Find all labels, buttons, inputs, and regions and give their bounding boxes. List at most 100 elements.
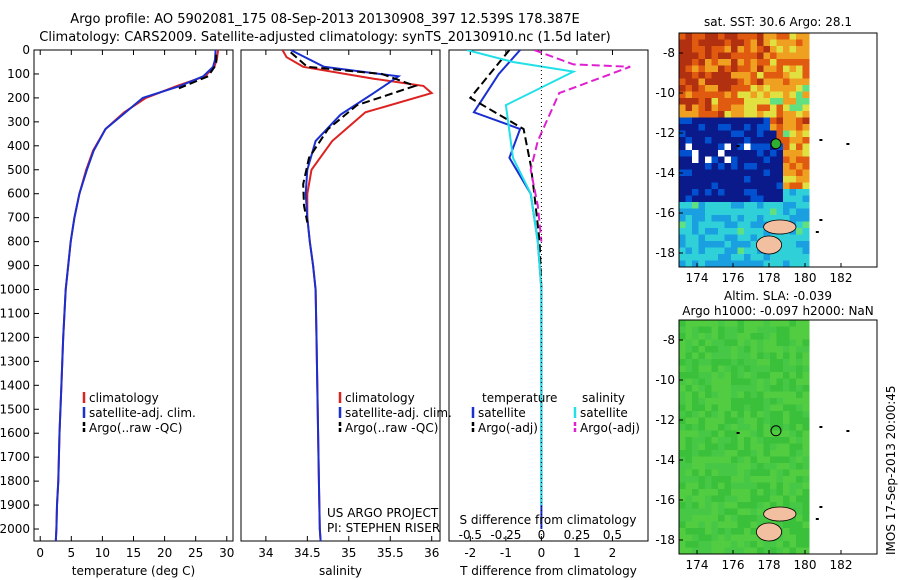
sst-map-ytick-label: -18 bbox=[655, 246, 675, 260]
sla-map-cell bbox=[744, 463, 751, 470]
temperature-ytick-label: 400 bbox=[7, 139, 30, 153]
difference-xlabel: T difference from climatology bbox=[459, 564, 637, 578]
sla-map-cell bbox=[802, 326, 810, 334]
sst-map-cell bbox=[770, 98, 777, 105]
sla-map-cell bbox=[783, 404, 790, 412]
sla-map-cell bbox=[750, 385, 758, 392]
sst-map-cell bbox=[750, 247, 758, 255]
sla-map-cell bbox=[750, 495, 758, 503]
sla-map-cell bbox=[783, 320, 790, 327]
sst-map-cell bbox=[744, 189, 751, 196]
sst-map-cell bbox=[744, 221, 751, 229]
sst-map-cell bbox=[724, 104, 732, 112]
sst-map-cell bbox=[737, 176, 745, 183]
sst-map-cell bbox=[802, 189, 810, 196]
sst-map-cell bbox=[705, 52, 712, 60]
sst-map-cell bbox=[757, 143, 764, 151]
sla-map-cell bbox=[757, 417, 764, 425]
sla-map-cell bbox=[718, 476, 725, 483]
credit-line-2: PI: STEPHEN RISER bbox=[327, 521, 440, 535]
sst-map-cell bbox=[698, 46, 706, 53]
sla-map-cell bbox=[776, 534, 784, 542]
difference-s-legend-label-1: Argo(-adj) bbox=[580, 421, 640, 435]
sla-map-cell bbox=[744, 456, 751, 464]
sst-map-cell bbox=[679, 156, 686, 164]
sst-map-cell bbox=[731, 111, 738, 118]
sst-map-cell bbox=[724, 46, 732, 53]
sla-map-xtick-label: 178 bbox=[758, 558, 781, 572]
sst-map-cell bbox=[757, 156, 764, 164]
sla-map-cell bbox=[679, 521, 686, 529]
sla-map-cell bbox=[692, 541, 699, 548]
sla-map-cell bbox=[705, 495, 712, 503]
sla-map-cell bbox=[750, 508, 758, 516]
sla-map-cell bbox=[757, 541, 764, 548]
sla-map-cell bbox=[776, 437, 784, 444]
sst-map-cell bbox=[692, 169, 699, 177]
sla-map-cell bbox=[763, 385, 771, 392]
sst-map-cell bbox=[698, 182, 706, 190]
sla-map-cell bbox=[679, 450, 686, 457]
sst-map-cell bbox=[698, 52, 706, 60]
sst-map-cell bbox=[685, 247, 693, 255]
sla-map-cell bbox=[757, 365, 764, 373]
sst-map-cell bbox=[744, 117, 751, 125]
sla-map-cell bbox=[763, 391, 771, 399]
sla-map-cell bbox=[783, 521, 790, 529]
sla-map-frame bbox=[678, 319, 878, 555]
sla-map-xtick-label: 176 bbox=[722, 558, 745, 572]
sst-map-cell bbox=[802, 91, 810, 99]
sla-map-cell bbox=[698, 495, 706, 503]
sla-map-cell bbox=[789, 469, 797, 477]
sst-map-cell bbox=[685, 150, 693, 157]
sla-map-cell bbox=[770, 469, 777, 477]
sst-map-cell bbox=[692, 46, 699, 53]
sla-map-cell bbox=[796, 437, 803, 444]
sst-map-cell bbox=[757, 221, 764, 229]
sla-map-cell bbox=[705, 450, 712, 457]
sla-map-cell bbox=[692, 469, 699, 477]
sst-map-cell bbox=[750, 169, 758, 177]
sla-map-cell bbox=[705, 326, 712, 334]
sst-map-cell bbox=[783, 39, 790, 47]
sla-map-cell bbox=[750, 320, 758, 327]
difference-series-3 bbox=[529, 50, 631, 242]
sla-map-cell bbox=[698, 528, 706, 535]
sla-map-cell bbox=[789, 456, 797, 464]
sst-map-cell bbox=[770, 124, 777, 131]
sla-map-cell bbox=[783, 417, 790, 425]
difference-legend-header-0: temperature bbox=[482, 391, 557, 405]
sla-map-cell bbox=[705, 333, 712, 340]
sla-map-cell bbox=[783, 372, 790, 379]
sla-map-cell bbox=[731, 326, 738, 334]
sla-map-cell bbox=[744, 417, 751, 425]
sla-map-cell bbox=[705, 339, 712, 347]
sla-map-cell bbox=[711, 391, 719, 399]
sst-map-cell bbox=[757, 195, 764, 203]
sst-map-cell bbox=[757, 182, 764, 190]
sla-map-cell bbox=[698, 476, 706, 483]
salinity-xtick-label: 35 bbox=[341, 546, 356, 560]
sla-map-cell bbox=[789, 443, 797, 451]
sla-map-cell bbox=[750, 352, 758, 360]
sst-map-cell bbox=[763, 104, 771, 112]
sla-map-cell bbox=[711, 450, 719, 457]
sla-map-cell bbox=[744, 339, 751, 347]
sst-map-cell bbox=[783, 202, 790, 209]
sla-map-cell bbox=[744, 378, 751, 386]
sla-map-cell bbox=[763, 411, 771, 418]
sla-map-cell bbox=[731, 482, 738, 490]
sst-map-cell bbox=[770, 39, 777, 47]
sst-map-cell bbox=[679, 137, 686, 144]
sst-map-cell bbox=[796, 104, 803, 112]
sla-map-cell bbox=[718, 398, 725, 405]
sst-map-cell bbox=[724, 98, 732, 105]
sla-map-cell bbox=[724, 456, 732, 464]
sla-map-cell bbox=[776, 372, 784, 379]
sla-map-cell bbox=[685, 430, 693, 438]
sst-map-cell bbox=[776, 65, 784, 73]
sla-map-cell bbox=[724, 365, 732, 373]
sla-map-cell bbox=[685, 463, 693, 470]
sst-map-cell bbox=[737, 46, 745, 53]
sla-map-cell bbox=[737, 495, 745, 503]
